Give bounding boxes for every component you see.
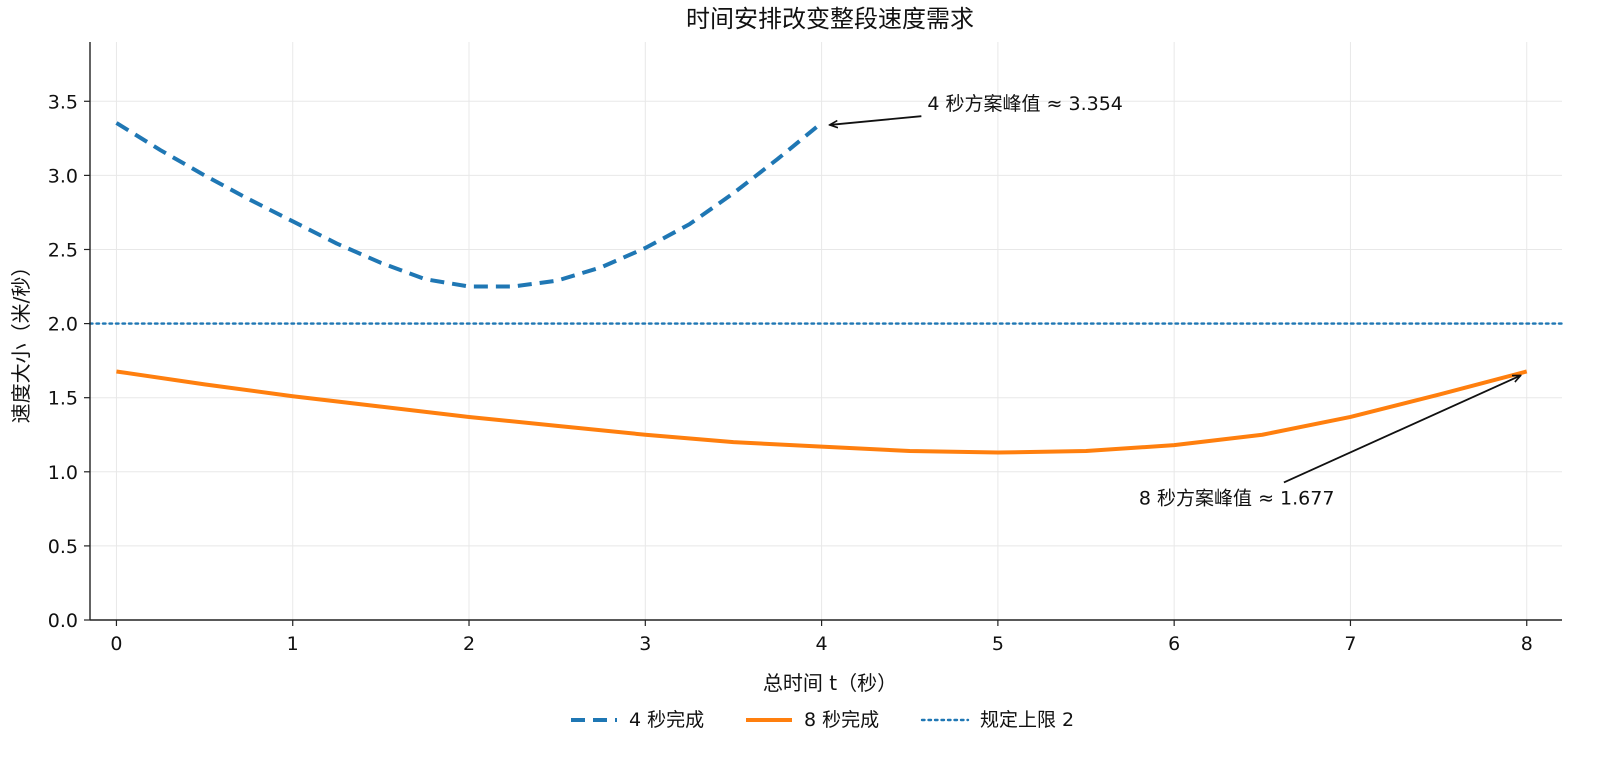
y-tick-label: 0.0 [48, 610, 78, 632]
ticks: 0 1 2 3 4 5 6 7 8 0.0 0.5 1.0 1.5 2.0 2.5 3.0 3.5 [48, 91, 1533, 655]
axes [89, 42, 1562, 621]
y-tick-label: 3.5 [48, 91, 78, 113]
y-axis-label: 速度大小（米/秒） [9, 257, 33, 424]
x-tick-label: 4 [816, 633, 828, 655]
series-line-2 [116, 369, 1528, 455]
x-tick-label: 0 [110, 633, 122, 655]
plot-series [88, 121, 1564, 455]
x-tick-label: 7 [1344, 633, 1356, 655]
grid [90, 42, 1562, 621]
legend: 4 秒完成 8 秒完成 规定上限 2 [571, 709, 1074, 731]
y-tick-label: 1.5 [48, 388, 78, 410]
x-tick-label: 3 [639, 633, 651, 655]
y-tick-label: 0.5 [48, 536, 78, 558]
y-tick-label: 3.0 [48, 165, 78, 187]
annotation-arrow [1283, 375, 1521, 484]
chart-title: 时间安排改变整段速度需求 [686, 5, 974, 33]
series-line-1 [115, 121, 823, 289]
legend-label-3: 规定上限 2 [980, 709, 1074, 731]
y-tick-label: 2.0 [48, 314, 78, 336]
x-tick-label: 8 [1521, 633, 1533, 655]
x-tick-label: 6 [1168, 633, 1180, 655]
annotations: 4 秒方案峰值 ≈ 3.354 8 秒方案峰值 ≈ 1.677 [830, 93, 1521, 509]
legend-label-1: 4 秒完成 [629, 709, 704, 731]
annotation-text: 4 秒方案峰值 ≈ 3.354 [927, 93, 1123, 115]
x-tick-label: 5 [992, 633, 1004, 655]
annotation-arrow [830, 115, 922, 125]
x-axis-label: 总时间 t（秒） [763, 671, 897, 695]
y-tick-label: 2.5 [48, 239, 78, 261]
legend-label-2: 8 秒完成 [804, 709, 879, 731]
x-tick-label: 2 [463, 633, 475, 655]
annotation-text: 8 秒方案峰值 ≈ 1.677 [1139, 487, 1335, 509]
x-tick-label: 1 [287, 633, 299, 655]
y-tick-label: 1.0 [48, 462, 78, 484]
